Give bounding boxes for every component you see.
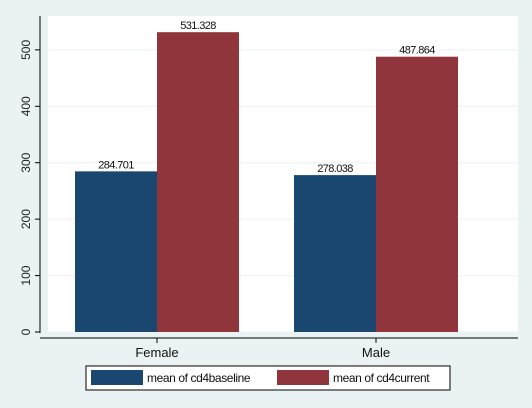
legend-key-mean-of-cd4baseline [91, 370, 143, 385]
data-label: 487.864 [399, 45, 435, 57]
data-label: 531.328 [180, 20, 216, 32]
legend-key-mean-of-cd4current [277, 370, 329, 385]
y-tick-label: 100 [19, 265, 33, 285]
data-label: 278.038 [317, 163, 353, 175]
legend-label-mean-of-cd4baseline: mean of cd4baseline [147, 371, 251, 385]
category-label-female: Female [135, 345, 178, 360]
category-label-male: Male [362, 345, 390, 360]
y-tick-label: 200 [19, 209, 33, 229]
legend: mean of cd4baseline mean of cd4current [85, 365, 451, 391]
y-tick-label: 0 [19, 328, 33, 335]
bar-mean-of-cd4baseline-male [294, 175, 376, 332]
category-axis: Female Male [40, 337, 518, 360]
bar-mean-of-cd4baseline-female [75, 171, 157, 332]
y-axis: 0 100 200 300 400 500 [19, 16, 41, 335]
y-tick-label: 500 [19, 40, 33, 60]
bar-mean-of-cd4current-male [376, 56, 458, 332]
bars [75, 32, 458, 332]
legend-label-mean-of-cd4current: mean of cd4current [333, 371, 430, 385]
bar-mean-of-cd4current-female [157, 32, 239, 332]
data-label: 284.701 [98, 159, 134, 171]
legend-box [85, 365, 451, 391]
y-tick-label: 300 [19, 152, 33, 172]
y-tick-label: 400 [19, 96, 33, 116]
data-labels: 284.701 278.038 531.328 487.864 [98, 20, 436, 175]
